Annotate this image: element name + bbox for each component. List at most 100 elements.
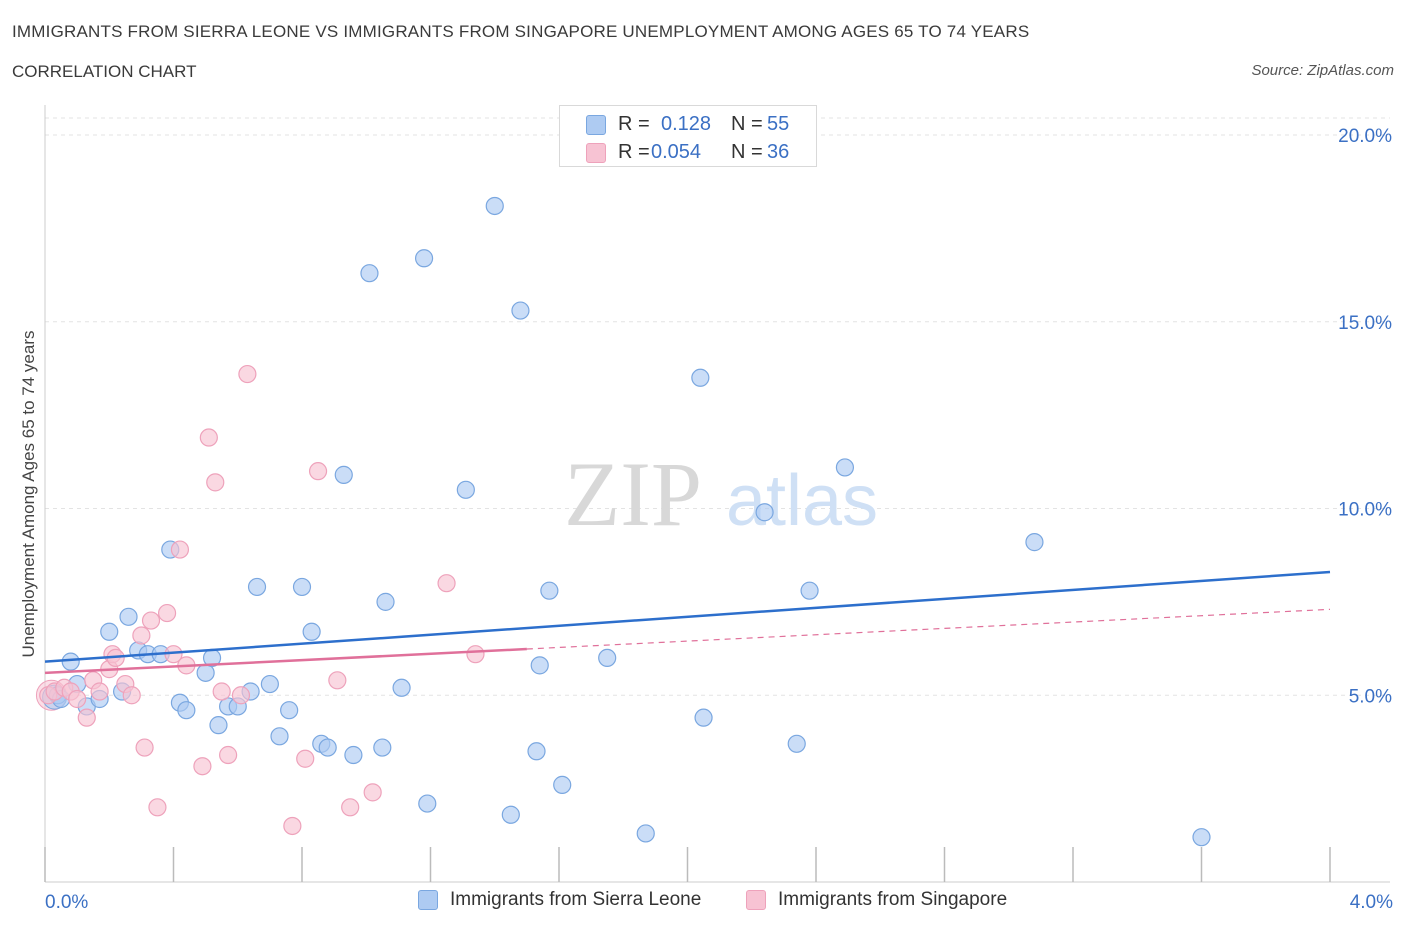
sierra-leone-point	[1192, 828, 1211, 847]
watermark-atlas: atlas	[726, 461, 878, 541]
sierra-leone-point	[456, 480, 475, 499]
sierra-leone-point	[835, 458, 855, 477]
singapore-point	[141, 611, 161, 630]
bottom-legend-singapore[interactable]: Immigrants from Singapore	[746, 888, 1036, 914]
singapore-point	[68, 689, 87, 709]
singapore-point	[328, 671, 347, 690]
legend-swatch-sierra-leone	[586, 115, 606, 135]
singapore-point	[363, 783, 382, 802]
legend-r-label: R =	[618, 113, 650, 135]
y-tick-label: 10.0%	[1338, 500, 1392, 521]
sierra-leone-point	[511, 301, 530, 320]
legend-r-value-singapore: 0.054	[651, 141, 702, 163]
singapore-point	[122, 686, 141, 705]
y-tick-label: 20.0%	[1338, 126, 1392, 147]
singapore-point	[283, 816, 302, 836]
chart-title: IMMIGRANTS FROM SIERRA LEONE VS IMMIGRAN…	[12, 22, 1030, 41]
singapore-point	[77, 708, 96, 727]
bottom-legend-swatch-sierra-leone	[418, 890, 438, 910]
sierra-leone-point	[344, 745, 363, 765]
sierra-leone-point	[318, 738, 337, 757]
sierra-leone-point	[418, 794, 437, 813]
trend-line-singapore-solid	[44, 647, 527, 675]
trend-lines	[44, 570, 1331, 675]
legend-n-value-sierra-leone: 55	[767, 113, 790, 135]
sierra-leone-point	[392, 678, 411, 697]
source-label: Source: ZipAtlas.com	[1251, 62, 1394, 79]
y-tick-label: 15.0%	[1338, 313, 1392, 334]
x-tick-label-max: 4.0%	[1350, 892, 1393, 913]
sierra-leone-point	[530, 656, 549, 675]
sierra-leone-point	[501, 805, 520, 824]
watermark-zip: ZIP	[564, 443, 702, 545]
legend-n-label: N =	[731, 113, 763, 135]
y-axis-label: Unemployment Among Ages 65 to 74 years	[19, 331, 38, 658]
singapore-point	[157, 603, 177, 623]
singapore-point	[90, 682, 109, 701]
data-points	[35, 196, 1211, 847]
sierra-leone-point	[119, 607, 138, 626]
sierra-leone-point	[527, 742, 546, 761]
sierra-leone-point	[177, 701, 196, 720]
legend-row-sierra-leone: R = 0.128 N = 55	[560, 112, 816, 138]
sierra-leone-point	[247, 577, 267, 597]
singapore-point	[199, 428, 218, 447]
sierra-leone-point	[540, 581, 559, 600]
sierra-leone-point	[373, 738, 392, 757]
singapore-point	[148, 798, 167, 817]
singapore-point	[296, 749, 315, 768]
singapore-point	[341, 798, 360, 817]
sierra-leone-point	[292, 577, 312, 597]
sierra-leone-point	[270, 727, 289, 746]
sierra-leone-point	[302, 622, 321, 641]
sierra-leone-point	[694, 708, 713, 727]
bottom-legend-label-sierra-leone: Immigrants from Sierra Leone	[450, 889, 702, 910]
chart-subtitle: CORRELATION CHART	[12, 62, 197, 81]
singapore-point	[231, 686, 251, 705]
singapore-point	[219, 745, 238, 765]
sierra-leone-point	[800, 581, 819, 600]
tick-labels: 5.0% 10.0% 15.0% 20.0% 0.0% 4.0%	[45, 126, 1393, 913]
singapore-point	[132, 626, 151, 645]
legend-row-singapore: R = 0.054 N = 36	[560, 140, 816, 166]
legend-n-label: N =	[731, 141, 763, 163]
singapore-point	[437, 574, 456, 593]
sierra-leone-point	[553, 775, 572, 794]
singapore-point	[308, 462, 328, 481]
sierra-leone-point	[376, 592, 395, 611]
sierra-leone-point	[360, 264, 379, 283]
sierra-leone-point	[260, 674, 279, 694]
legend-swatch-singapore	[586, 143, 606, 163]
sierra-leone-point	[100, 622, 119, 641]
x-tick-label-min: 0.0%	[45, 892, 88, 913]
sierra-leone-point	[691, 368, 710, 387]
singapore-point	[193, 757, 212, 776]
legend-n-value-singapore: 36	[767, 141, 790, 163]
trend-line-singapore-dashed	[526, 608, 1331, 650]
sierra-leone-point	[598, 648, 617, 668]
sierra-leone-point	[787, 734, 806, 753]
bottom-legend-sierra-leone[interactable]: Immigrants from Sierra Leone	[418, 888, 728, 914]
sierra-leone-point	[334, 465, 353, 484]
singapore-point	[135, 738, 154, 757]
sierra-leone-point	[485, 196, 504, 216]
singapore-point	[238, 364, 257, 384]
y-tick-label: 5.0%	[1349, 686, 1392, 707]
sierra-leone-point	[755, 503, 774, 522]
singapore-point	[206, 473, 225, 492]
sierra-leone-point	[414, 249, 434, 268]
sierra-leone-point	[1025, 533, 1044, 552]
singapore-point	[466, 645, 485, 664]
singapore-point	[212, 682, 231, 701]
legend-r-value-sierra-leone: 0.128	[661, 113, 712, 135]
legend-r-label: R =	[618, 141, 650, 163]
grid-lines	[45, 117, 1390, 696]
correlation-legend: R = 0.128 N = 55 R = 0.054 N = 36	[559, 105, 817, 167]
sierra-leone-point	[636, 824, 655, 843]
bottom-legend-label-singapore: Immigrants from Singapore	[778, 889, 1008, 910]
singapore-point	[170, 540, 190, 559]
sierra-leone-point	[61, 652, 80, 671]
sierra-leone-point	[209, 716, 228, 735]
sierra-leone-point	[280, 701, 299, 720]
